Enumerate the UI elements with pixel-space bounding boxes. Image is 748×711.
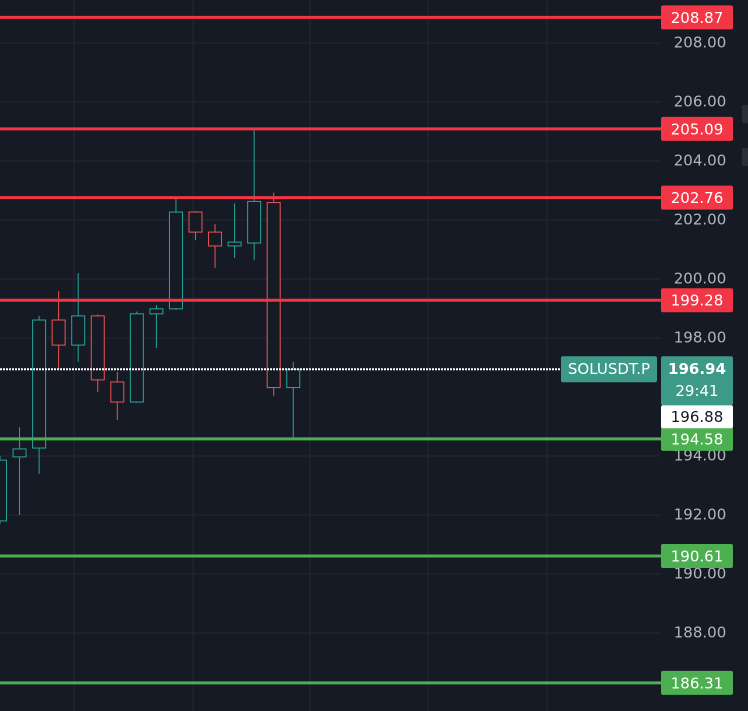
symbol-label: SOLUSDT.P [568,360,650,378]
level-label-box [661,426,733,451]
side-button[interactable] [742,105,748,123]
candle-body [90,315,105,381]
candle-body [149,308,164,315]
y-tick-label: 200.00 [674,270,727,288]
symbol-label-box [561,356,657,383]
y-tick-label: 192.00 [674,506,727,524]
grid [0,42,660,634]
y-tick-label: 208.00 [674,34,727,52]
plot [0,15,661,685]
candle-body [266,202,281,389]
candle-body [168,211,183,310]
candle-body [32,319,47,449]
level-label: 190.61 [671,548,724,566]
y-tick-label: 202.00 [674,211,727,229]
level-label: 208.87 [671,9,724,27]
level-label-box [661,5,733,30]
candle-body [188,211,203,233]
candle-body [0,459,7,522]
y-tick-label: 206.00 [674,93,727,111]
candle-body [227,241,242,247]
y-tick-label: 198.00 [674,329,727,347]
side-button[interactable] [742,148,748,166]
y-tick-label: 204.00 [674,152,727,170]
last-price-box [661,356,733,406]
last-price-label: 196.94 [668,360,726,378]
bid-price-box [661,405,733,429]
level-label: 205.09 [671,120,724,138]
bid-price-label: 196.88 [671,408,724,426]
candle-body [12,448,27,458]
level-label-box [661,185,733,210]
candle-body [129,313,144,403]
y-tick-label: 188.00 [674,624,727,642]
candle-body [286,368,301,389]
level-label: 199.28 [671,292,724,310]
y-tick-label: 190.00 [674,565,727,583]
level-label-box [661,544,733,569]
y-tick-label: 194.00 [674,447,727,465]
level-label-box [661,670,733,695]
candle-body [51,319,66,346]
candle-body [208,231,223,247]
level-label: 194.58 [671,430,724,448]
level-label: 202.76 [671,189,724,207]
level-label: 186.31 [671,674,724,692]
price-axis: 188.00 190.00 192.00 194.00 198.00 200.00 202.… [561,5,733,695]
level-label-box [661,116,733,141]
candle-body [110,381,125,403]
candle-body [71,315,86,346]
candle-body [247,200,262,244]
level-label-box [661,288,733,313]
countdown: 29:41 [675,382,718,400]
